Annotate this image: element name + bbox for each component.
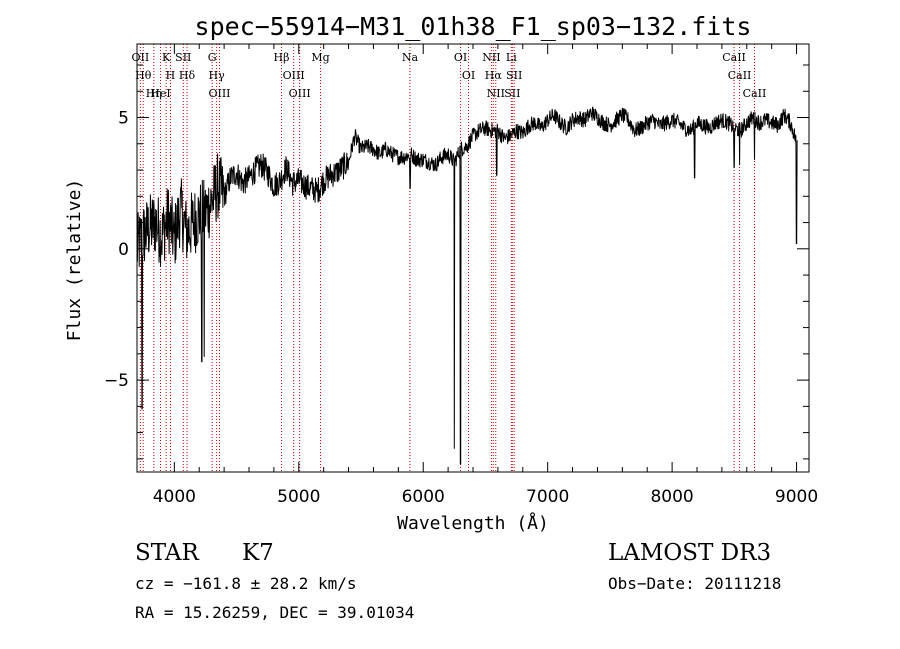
line-label: Hβ — [274, 51, 290, 64]
y-axis-label: Flux (relative) — [64, 179, 85, 342]
x-tick-label: 7000 — [526, 487, 569, 507]
line-label: SII — [504, 87, 520, 100]
y-tick-label: −5 — [104, 371, 129, 391]
line-label: SII — [175, 51, 191, 64]
line-label: OIII — [208, 87, 230, 100]
ra-dec: RA = 15.26259, DEC = 39.01034 — [135, 603, 415, 622]
observation-date: Obs−Date: 20111218 — [608, 574, 782, 593]
x-tick-label: 4000 — [153, 487, 196, 507]
spectrum-trace — [136, 106, 798, 465]
redshift-cz: cz = −161.8 ± 28.2 km/s — [135, 574, 357, 593]
line-label: Hα — [485, 69, 503, 82]
x-tick-label: 6000 — [402, 487, 445, 507]
line-label: Hη — [146, 87, 162, 100]
line-label: Na — [402, 51, 419, 64]
line-label: CaII — [743, 87, 767, 100]
line-label: OI — [454, 51, 467, 64]
line-label: H — [166, 69, 176, 82]
line-markers — [139, 44, 755, 472]
line-label: Mg — [311, 51, 329, 64]
survey-name: LAMOST DR3 — [608, 540, 772, 566]
line-label: K — [162, 51, 171, 64]
y-tick-label: 5 — [118, 109, 129, 129]
chart-title: spec−55914−M31_01h38_F1_sp03−132.fits — [195, 12, 752, 41]
x-tick-label: 5000 — [277, 487, 320, 507]
axis-ticks — [137, 44, 809, 472]
object-subclass: K7 — [242, 540, 274, 566]
y-tick-label: 0 — [118, 240, 129, 260]
line-label: OI — [462, 69, 475, 82]
line-label: NII — [482, 51, 500, 64]
x-tick-label: 9000 — [775, 487, 818, 507]
axis-tick-labels: 4000 5000 6000 7000 8000 9000 −5 0 5 — [104, 109, 818, 507]
line-label: Li — [506, 51, 517, 64]
line-label: SII — [506, 69, 522, 82]
object-class: STAR — [135, 540, 199, 566]
line-label: HeI — [150, 87, 170, 100]
line-label: OII — [132, 51, 150, 64]
line-label: OIII — [289, 87, 311, 100]
line-label: Hθ — [135, 69, 152, 82]
line-label: CaII — [722, 51, 746, 64]
x-tick-label: 8000 — [650, 487, 693, 507]
plot-frame — [136, 43, 810, 473]
line-label: CaII — [728, 69, 752, 82]
x-axis-label: Wavelength (Å) — [397, 512, 549, 534]
line-label: NII — [487, 87, 505, 100]
line-label: G — [208, 51, 217, 64]
line-label: Hδ — [179, 69, 196, 82]
line-label: Hγ — [209, 69, 226, 82]
line-label: OIII — [283, 69, 305, 82]
